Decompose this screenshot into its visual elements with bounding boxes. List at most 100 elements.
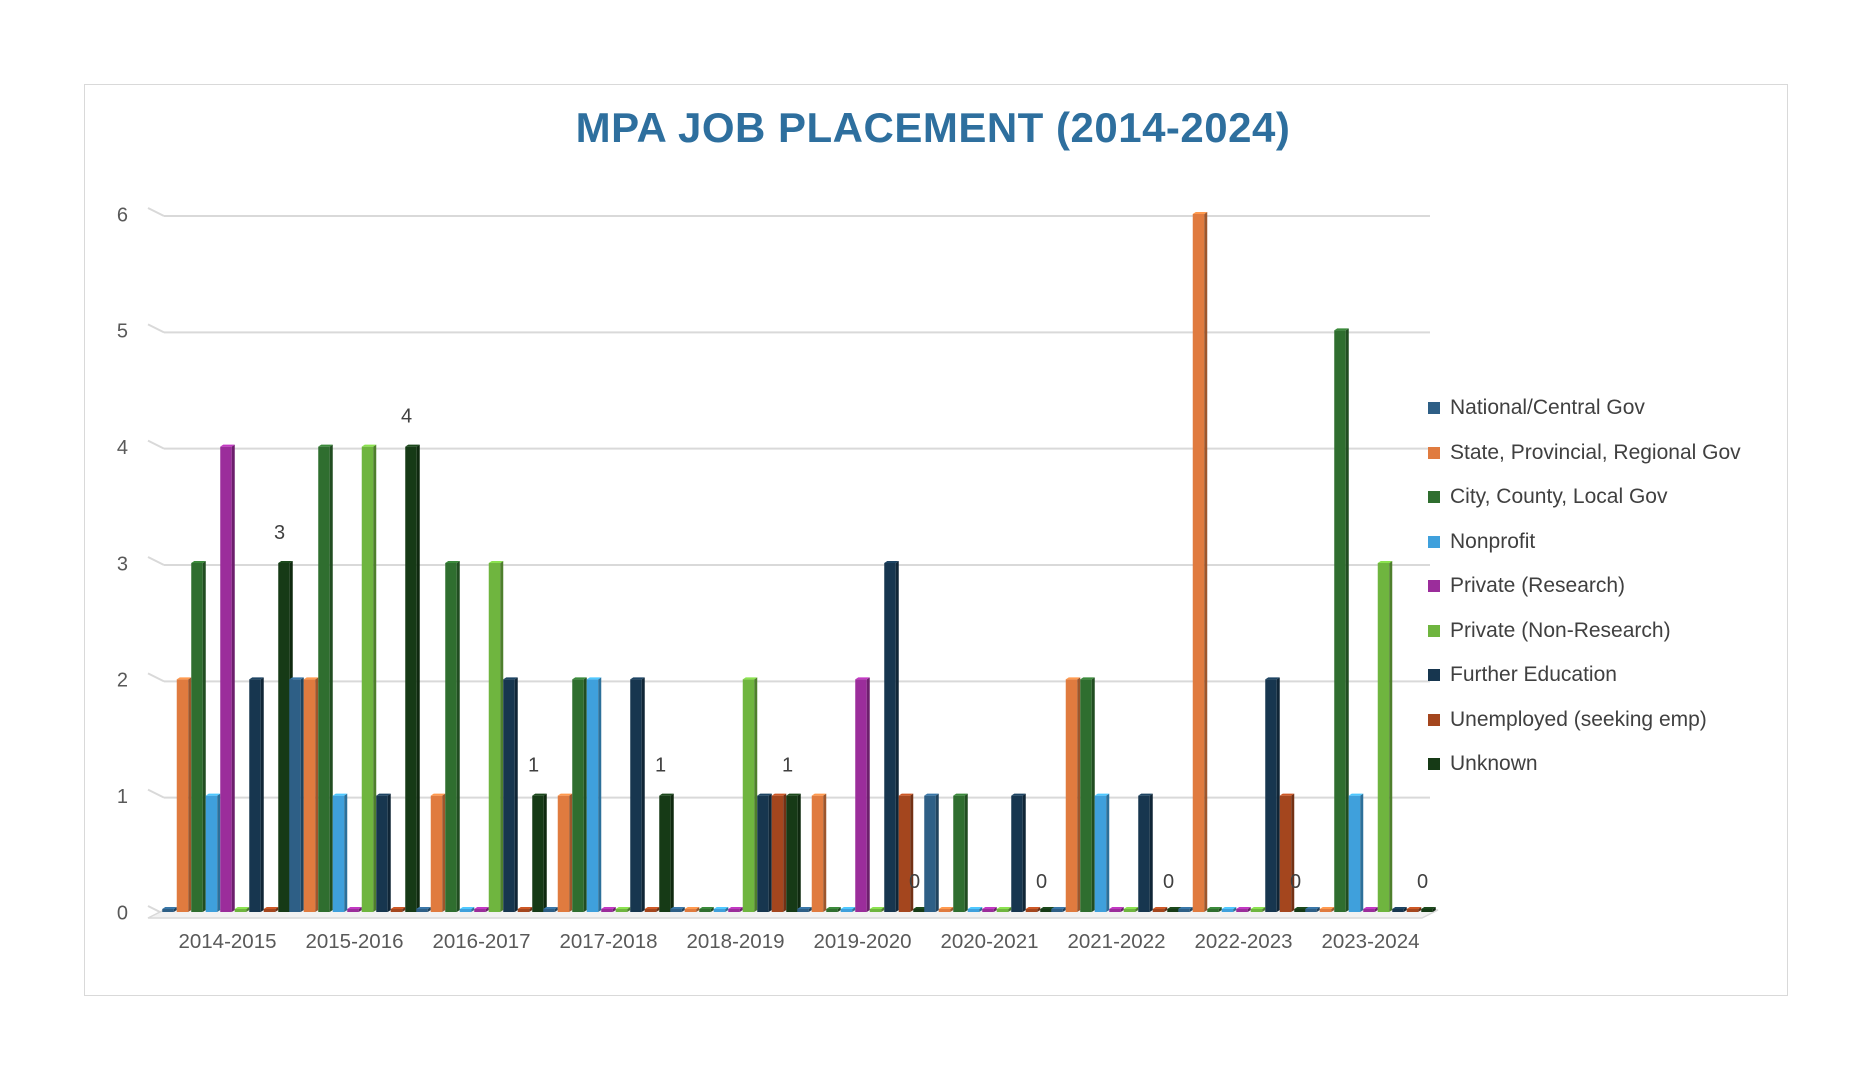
x-tick-label: 2022-2023 — [1194, 930, 1292, 953]
bar-front — [332, 795, 345, 912]
bar-front — [347, 909, 359, 912]
chart-legend: National/Central Gov State, Provincial, R… — [1428, 386, 1741, 787]
bar — [713, 907, 729, 912]
bar — [1279, 793, 1295, 912]
bar-side — [710, 907, 714, 912]
bar — [786, 793, 801, 912]
bar — [644, 907, 660, 912]
data-label: 1 — [528, 755, 539, 777]
bar-side — [823, 793, 827, 912]
bar-side — [1403, 907, 1407, 912]
bar-front — [517, 909, 530, 912]
bar-side — [681, 907, 685, 912]
bar-front — [1167, 909, 1179, 912]
bar-top — [532, 793, 547, 796]
bar-front — [488, 563, 501, 912]
bar-side — [1022, 793, 1026, 912]
bar-top — [1051, 907, 1066, 909]
bar-side — [529, 907, 533, 912]
bar-front — [797, 909, 809, 912]
bar-front — [884, 563, 896, 912]
bar-top — [684, 907, 700, 909]
bar-side — [881, 907, 885, 912]
bar-side — [402, 907, 406, 912]
bar-front — [659, 795, 671, 912]
bar-top — [742, 677, 758, 680]
bar-front — [938, 909, 951, 912]
bar-front — [757, 795, 769, 912]
bar-front — [278, 563, 290, 912]
bar-top — [220, 444, 235, 447]
bar-top — [869, 907, 885, 909]
bar-top — [1221, 907, 1237, 909]
bar — [855, 677, 870, 912]
bar-top — [1167, 907, 1182, 909]
bar-front — [361, 446, 374, 912]
bar-side — [514, 677, 518, 912]
bar-front — [1250, 909, 1263, 912]
bar-top — [1406, 907, 1422, 909]
bar-side — [260, 677, 264, 912]
x-tick-label: 2019-2020 — [813, 930, 911, 953]
bar-front — [1265, 679, 1277, 912]
bar-side — [543, 793, 547, 912]
y-tick-label: 6 — [117, 204, 128, 226]
bar-front — [1065, 679, 1078, 912]
bar-side — [1106, 793, 1110, 912]
bar-top — [884, 561, 899, 563]
bar — [659, 793, 674, 912]
bar-front — [586, 679, 599, 912]
bar-side — [797, 793, 801, 912]
bar-side — [554, 907, 558, 912]
bar — [757, 793, 772, 912]
data-label: 0 — [909, 871, 920, 893]
bar-front — [855, 679, 867, 912]
bar-top — [445, 561, 460, 563]
bar-front — [1363, 909, 1375, 912]
bar-top — [771, 793, 787, 796]
legend-swatch — [1428, 580, 1440, 593]
bar-top — [289, 677, 304, 680]
bar-side — [1276, 677, 1280, 912]
bar-top — [1319, 907, 1335, 909]
bar — [376, 793, 391, 912]
bar — [1094, 793, 1110, 912]
bar-side — [387, 793, 391, 912]
bar-front — [1207, 909, 1219, 912]
bar-front — [176, 679, 189, 912]
bar-top — [938, 907, 954, 909]
bar-side — [670, 793, 674, 912]
bar-front — [615, 909, 628, 912]
legend-swatch — [1428, 758, 1440, 771]
bar — [445, 561, 460, 912]
bar — [953, 793, 968, 912]
bar-front — [205, 795, 218, 912]
bar-top — [430, 793, 446, 796]
bar-top — [176, 677, 192, 680]
bar — [898, 793, 914, 912]
bar-top — [557, 793, 573, 796]
bar-front — [532, 795, 544, 912]
bar-top — [1138, 793, 1153, 796]
bar — [1011, 793, 1026, 912]
bar-top — [826, 907, 841, 909]
gridline-tick — [147, 323, 165, 334]
bar — [289, 677, 304, 912]
bar — [474, 907, 489, 912]
bar-front — [601, 909, 613, 912]
bar-top — [967, 907, 983, 909]
bar-front — [1152, 909, 1165, 912]
bar-side — [217, 793, 221, 912]
bar-side — [754, 677, 758, 912]
bar-front — [1294, 909, 1306, 912]
bar-top — [572, 677, 587, 680]
bar — [1025, 907, 1041, 912]
bar-front — [982, 909, 994, 912]
bar — [1138, 793, 1153, 912]
bar — [586, 677, 602, 912]
bar-top — [390, 907, 406, 909]
bar-top — [1305, 907, 1320, 909]
bar-top — [1192, 212, 1208, 214]
bar — [162, 907, 177, 912]
bar-side — [1062, 907, 1066, 912]
